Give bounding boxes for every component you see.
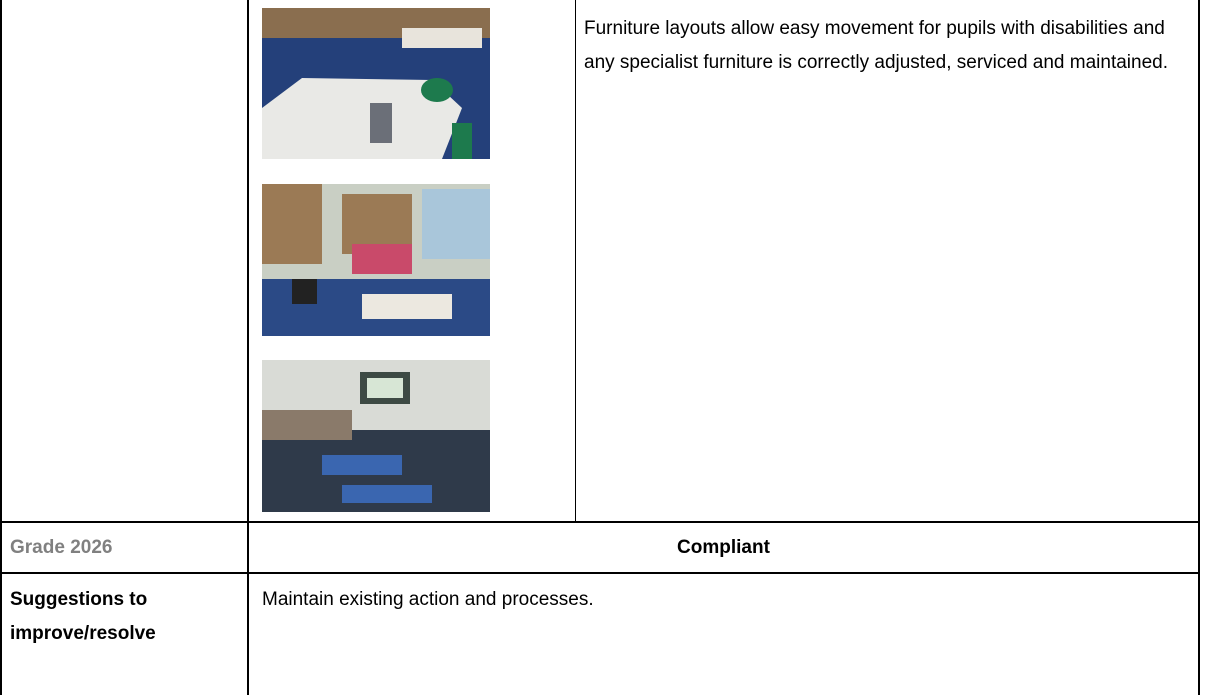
- border: [1198, 0, 1200, 695]
- classroom-photo: [262, 8, 490, 159]
- row-label: Grade 2026: [10, 537, 113, 558]
- classroom-photo: [262, 184, 490, 336]
- classroom-photo: [262, 360, 490, 512]
- description: Furniture layouts allow easy movement fo…: [584, 18, 1169, 73]
- border: [0, 521, 1200, 523]
- border: [247, 0, 249, 695]
- border: [0, 0, 2, 695]
- row-label: Suggestions to improve/resolve: [10, 589, 156, 644]
- suggestion-value: Maintain existing action and processes.: [262, 589, 594, 610]
- grade-value: Compliant: [677, 537, 770, 558]
- border: [0, 572, 1200, 574]
- border: [575, 0, 576, 522]
